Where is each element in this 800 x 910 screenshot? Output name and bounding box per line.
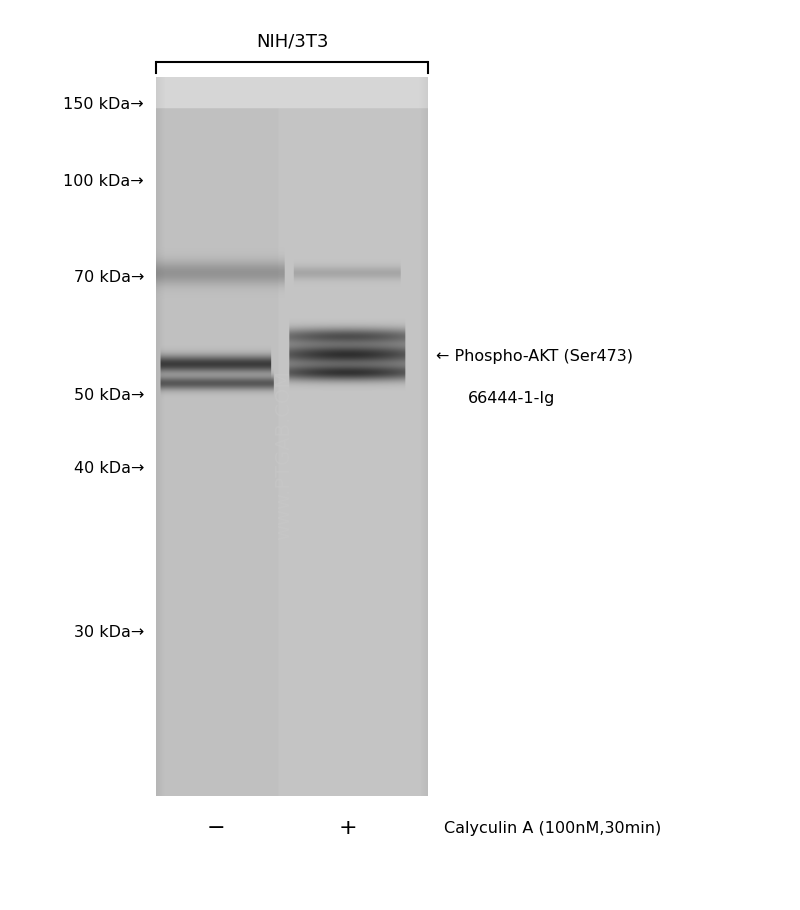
Text: ← Phospho-AKT (Ser473): ← Phospho-AKT (Ser473) (436, 349, 633, 364)
Text: 100 kDa→: 100 kDa→ (63, 175, 144, 189)
Text: 30 kDa→: 30 kDa→ (74, 625, 144, 640)
Text: NIH/3T3: NIH/3T3 (256, 32, 328, 50)
Text: +: + (338, 818, 358, 838)
Text: Calyculin A (100nM,30min): Calyculin A (100nM,30min) (444, 821, 662, 835)
Text: 70 kDa→: 70 kDa→ (74, 270, 144, 285)
Text: 66444-1-Ig: 66444-1-Ig (468, 391, 555, 406)
Text: 40 kDa→: 40 kDa→ (74, 461, 144, 476)
Text: −: − (206, 818, 226, 838)
Text: 50 kDa→: 50 kDa→ (74, 389, 144, 403)
Text: www.PTGAB.COM: www.PTGAB.COM (274, 370, 294, 540)
Text: 150 kDa→: 150 kDa→ (63, 97, 144, 112)
